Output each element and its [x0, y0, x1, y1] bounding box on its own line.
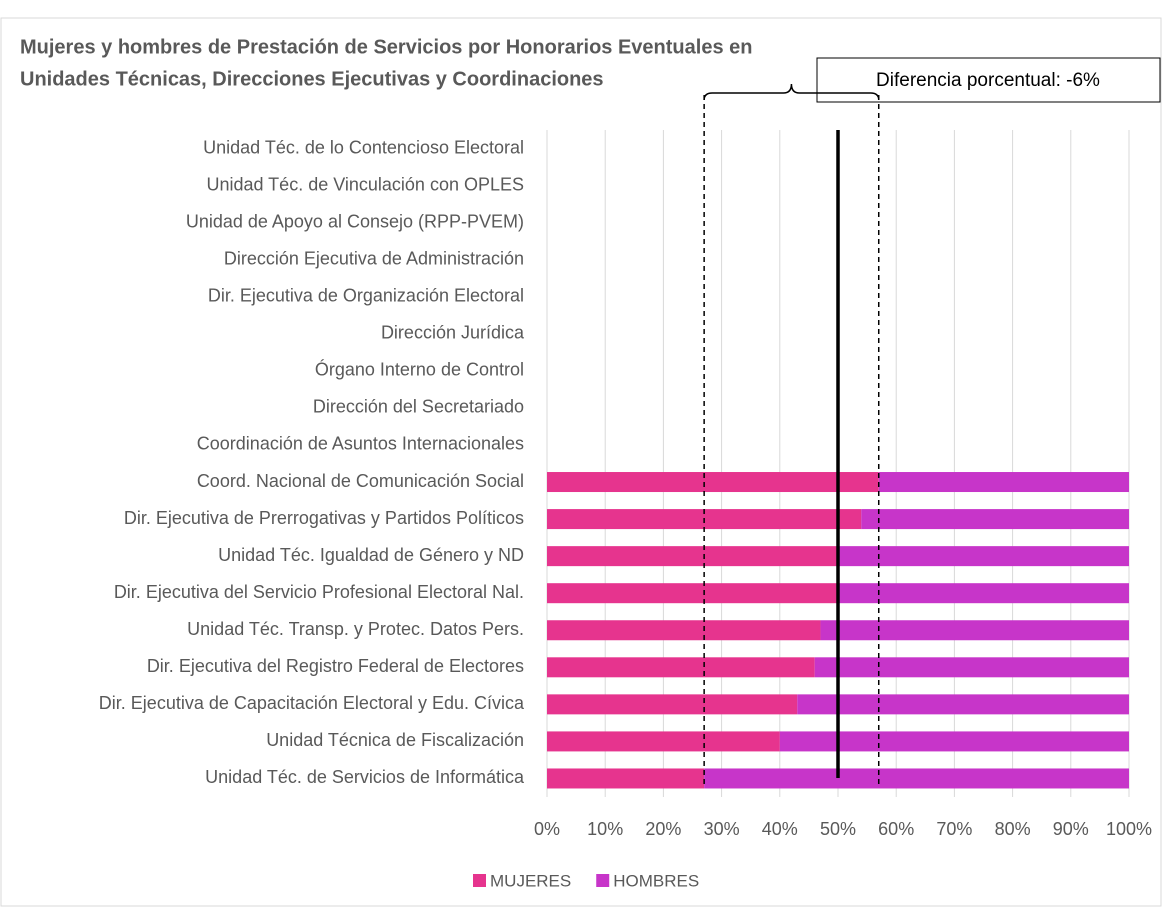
y-tick-label: Unidad Téc. Igualdad de Género y ND — [218, 545, 524, 565]
x-tick-label: 90% — [1053, 819, 1089, 839]
y-tick-label: Unidad de Apoyo al Consejo (RPP-PVEM) — [186, 211, 524, 231]
chart-title: Mujeres y hombres de Prestación de Servi… — [20, 36, 752, 58]
x-tick-label: 20% — [645, 819, 681, 839]
bar — [797, 694, 1129, 715]
y-tick-label: Dir. Ejecutiva del Servicio Profesional … — [114, 582, 524, 602]
y-tick-label: Dir. Ejecutiva del Registro Federal de E… — [147, 656, 524, 676]
y-tick-label: Coordinación de Asuntos Internacionales — [197, 434, 524, 454]
x-tick-label: 60% — [878, 819, 914, 839]
bar — [838, 546, 1129, 567]
bar — [704, 768, 1129, 789]
x-tick-label: 40% — [762, 819, 798, 839]
y-tick-label: Unidad Téc. de Servicios de Informática — [205, 767, 525, 787]
bar — [547, 694, 798, 715]
y-tick-label: Dir. Ejecutiva de Organización Electoral — [208, 286, 524, 306]
bar — [547, 546, 838, 567]
bar — [547, 472, 879, 493]
y-tick-label: Coord. Nacional de Comunicación Social — [197, 471, 524, 491]
chart-border — [0, 17, 1162, 907]
y-tick-label: Dir. Ejecutiva de Capacitación Electoral… — [99, 693, 525, 713]
bar — [779, 731, 1129, 752]
bar — [878, 472, 1129, 493]
bar — [820, 620, 1129, 641]
y-tick-label: Unidad Téc. de Vinculación con OPLES — [206, 174, 524, 194]
bar — [547, 768, 705, 789]
legend-swatch — [473, 874, 486, 887]
bar — [547, 731, 780, 752]
y-tick-label: Unidad Téc. Transp. y Protec. Datos Pers… — [187, 619, 524, 639]
x-tick-label: 10% — [587, 819, 623, 839]
bar — [547, 620, 821, 641]
bar — [547, 657, 815, 678]
x-tick-label: 70% — [936, 819, 972, 839]
y-tick-label: Unidad Téc. de lo Contencioso Electoral — [203, 137, 524, 157]
bar — [861, 509, 1129, 530]
annotation-box — [816, 57, 1161, 103]
annotation: Diferencia porcentual: -6% — [876, 70, 1100, 91]
bracket — [703, 83, 880, 101]
x-tick-label: 100% — [1106, 819, 1152, 839]
legend-label: HOMBRES — [613, 871, 699, 890]
bar — [814, 657, 1129, 678]
y-tick-label: Dirección del Secretariado — [313, 397, 524, 417]
legend-label: MUJERES — [490, 871, 571, 890]
legend-swatch — [596, 874, 610, 887]
bar — [547, 583, 838, 604]
y-tick-label: Dirección Jurídica — [381, 323, 525, 343]
x-tick-label: 30% — [704, 819, 740, 839]
y-tick-label: Unidad Técnica de Fiscalización — [266, 730, 524, 750]
bar — [838, 583, 1129, 604]
y-tick-label: Órgano Interno de Control — [315, 359, 524, 380]
y-tick-label: Dir. Ejecutiva de Prerrogativas y Partid… — [124, 508, 524, 528]
y-tick-label: Dirección Ejecutiva de Administración — [224, 248, 524, 268]
x-tick-label: 0% — [534, 819, 560, 839]
chart-title: Unidades Técnicas, Direcciones Ejecutiva… — [20, 68, 604, 90]
x-tick-label: 80% — [995, 819, 1031, 839]
x-tick-label: 50% — [820, 819, 856, 839]
